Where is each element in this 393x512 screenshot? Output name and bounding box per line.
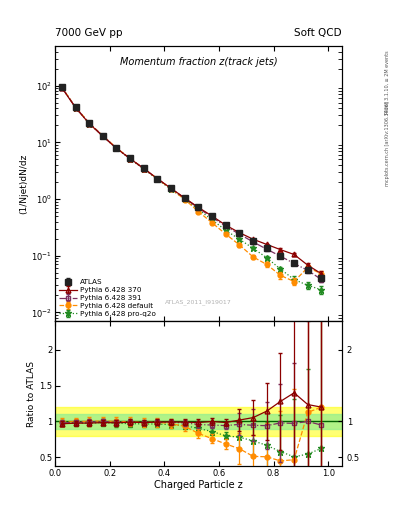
Y-axis label: Ratio to ATLAS: Ratio to ATLAS [28,360,36,426]
Bar [55,414,342,429]
Bar [55,407,342,436]
Text: Rivet 3.1.10, ≥ 2M events: Rivet 3.1.10, ≥ 2M events [385,50,390,114]
X-axis label: Charged Particle z: Charged Particle z [154,480,243,490]
Text: Soft QCD: Soft QCD [294,28,342,38]
Legend: ATLAS, Pythia 6.428 370, Pythia 6.428 391, Pythia 6.428 default, Pythia 6.428 pr: ATLAS, Pythia 6.428 370, Pythia 6.428 39… [57,276,159,319]
Text: Momentum fraction z(track jets): Momentum fraction z(track jets) [119,57,277,67]
Text: ATLAS_2011_I919017: ATLAS_2011_I919017 [165,299,232,305]
Text: mcplots.cern.ch [arXiv:1306.3436]: mcplots.cern.ch [arXiv:1306.3436] [385,101,390,186]
Text: 7000 GeV pp: 7000 GeV pp [55,28,123,38]
Y-axis label: (1/Njet)dN/dz: (1/Njet)dN/dz [20,154,29,214]
